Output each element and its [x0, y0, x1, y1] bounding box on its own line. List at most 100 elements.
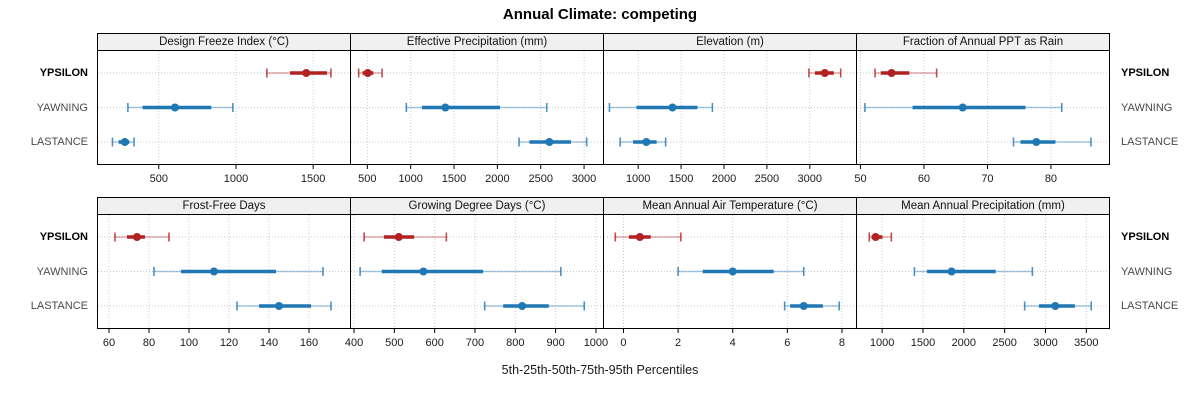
median-dot	[728, 267, 737, 276]
percentile-glyph-yawning	[405, 103, 548, 112]
tick-label: 2	[675, 337, 681, 349]
tick-label: 160	[300, 337, 318, 349]
tick-label: 80	[1045, 173, 1057, 185]
panel: Elevation (m) 1000 1500 2000 2500 3000	[603, 33, 857, 198]
median-dot	[441, 103, 450, 112]
category-label-yawning: YAWNING	[1121, 101, 1173, 114]
tick-label: 1500	[301, 173, 325, 185]
tick-label: 1000	[224, 173, 248, 185]
median-dot	[820, 69, 829, 77]
tick-label: 2000	[712, 173, 736, 185]
tick-label: 1000	[398, 173, 422, 185]
tick-label: 1000	[626, 173, 650, 185]
tick-label: 60	[103, 337, 115, 349]
tick-label: 1000	[584, 337, 608, 349]
tick-label: 3500	[1074, 337, 1098, 349]
median-dot	[170, 103, 179, 112]
tick-label: 3000	[1033, 337, 1057, 349]
median-dot	[871, 233, 880, 241]
tick-label: 70	[981, 173, 993, 185]
percentile-glyph-lastance	[619, 137, 667, 147]
median-dot	[668, 103, 677, 112]
median-dot	[394, 233, 403, 241]
percentile-glyph-lastance	[1023, 301, 1093, 311]
percentile-glyph-yawning	[359, 267, 562, 276]
median-dot	[545, 138, 554, 146]
category-label-ypsilon: YPSILON	[1121, 67, 1170, 79]
panel-canvas: 500 1000 1500	[97, 50, 351, 185]
row-labels-left: YPSILON YAWNING LASTANCE	[0, 33, 97, 198]
median-dot	[275, 302, 283, 310]
panel-header: Growing Degree Days (°C)	[350, 197, 604, 214]
category-label-lastance: LASTANCE	[1121, 300, 1179, 312]
row-labels-right: YPSILON YAWNING LASTANCE	[1110, 33, 1200, 198]
median-dot	[642, 138, 651, 146]
tick-label: 8	[839, 337, 845, 349]
category-label-lastance: LASTANCE	[30, 300, 88, 312]
percentile-glyph-yawning	[608, 103, 714, 112]
percentile-glyph-lastance	[783, 301, 841, 311]
median-dot	[958, 103, 967, 112]
tick-label: 2500	[528, 173, 552, 185]
tick-label: 3000	[798, 173, 822, 185]
percentile-glyph-lastance	[111, 137, 135, 147]
panel: Design Freeze Index (°C) 500 1000 1500	[97, 33, 351, 198]
percentile-glyph-ypsilon	[868, 232, 893, 242]
panel-canvas: 400 500 600 700 800 900 1000	[345, 214, 608, 349]
panel: Effective Precipitation (mm) 500 1000 1500 2…	[350, 33, 604, 198]
tick-label: 2000	[485, 173, 509, 185]
tick-label: 500	[150, 173, 168, 185]
panel: Frost-Free Days 60 80 100 120 140 160	[97, 197, 351, 362]
category-label-lastance: LASTANCE	[30, 136, 88, 148]
percentile-glyph-yawning	[677, 267, 805, 276]
axis-caption: 5th-25th-50th-75th-95th Percentiles	[501, 363, 699, 377]
tick-label: 600	[425, 337, 443, 349]
panel-canvas: 0 2 4 6 8	[603, 214, 857, 349]
tick-label: 800	[506, 337, 524, 349]
tick-label: 120	[220, 337, 238, 349]
median-dot	[302, 69, 311, 77]
median-dot	[1032, 138, 1041, 146]
percentile-glyph-ypsilon	[614, 232, 682, 242]
median-dot	[363, 69, 372, 77]
panel-canvas: 60 80 100 120 140 160	[97, 214, 351, 349]
tick-label: 6	[784, 337, 790, 349]
tick-label: 700	[466, 337, 484, 349]
category-label-lastance: LASTANCE	[1121, 136, 1179, 148]
median-dot	[635, 233, 644, 241]
median-dot	[120, 138, 129, 146]
panel-header: Fraction of Annual PPT as Rain	[856, 33, 1110, 50]
tick-label: 1500	[669, 173, 693, 185]
median-dot	[887, 69, 896, 77]
tick-label: 1500	[911, 337, 935, 349]
tick-label: 0	[620, 337, 626, 349]
category-label-ypsilon: YPSILON	[39, 231, 88, 243]
panel: Fraction of Annual PPT as Rain 50 60 70 80	[854, 33, 1110, 198]
percentile-glyph-yawning	[127, 103, 234, 112]
panel-border	[856, 214, 1110, 329]
percentile-glyph-ypsilon	[874, 68, 938, 78]
panel-header: Effective Precipitation (mm)	[350, 33, 604, 50]
percentile-glyph-lastance	[1012, 137, 1092, 147]
panel-canvas: 500 1000 1500 2000 2500 3000	[350, 50, 604, 185]
panel-header: Frost-Free Days	[97, 197, 351, 214]
percentile-glyph-yawning	[913, 267, 1034, 276]
panel-row-top: YPSILON YAWNING LASTANCE Design Freeze Ind…	[0, 33, 1200, 198]
tick-label: 1500	[442, 173, 466, 185]
median-dot	[799, 302, 808, 310]
tick-label: 2500	[992, 337, 1016, 349]
tick-label: 50	[854, 173, 866, 185]
percentile-glyph-ypsilon	[808, 68, 842, 78]
panel-canvas: 50 60 70 80	[854, 50, 1110, 185]
tick-label: 400	[345, 337, 363, 349]
percentile-glyph-yawning	[864, 103, 1063, 112]
panel: Growing Degree Days (°C) 400 500 600 700 800 9…	[345, 197, 608, 362]
percentile-glyph-ypsilon	[114, 232, 170, 242]
percentile-glyph-lastance	[483, 301, 586, 311]
percentile-glyph-yawning	[153, 267, 324, 276]
percentile-glyph-lastance	[518, 137, 588, 147]
tick-label: 900	[546, 337, 564, 349]
panel-border	[856, 50, 1110, 165]
panel-canvas: 1000 1500 2000 2500 3000	[603, 50, 857, 185]
